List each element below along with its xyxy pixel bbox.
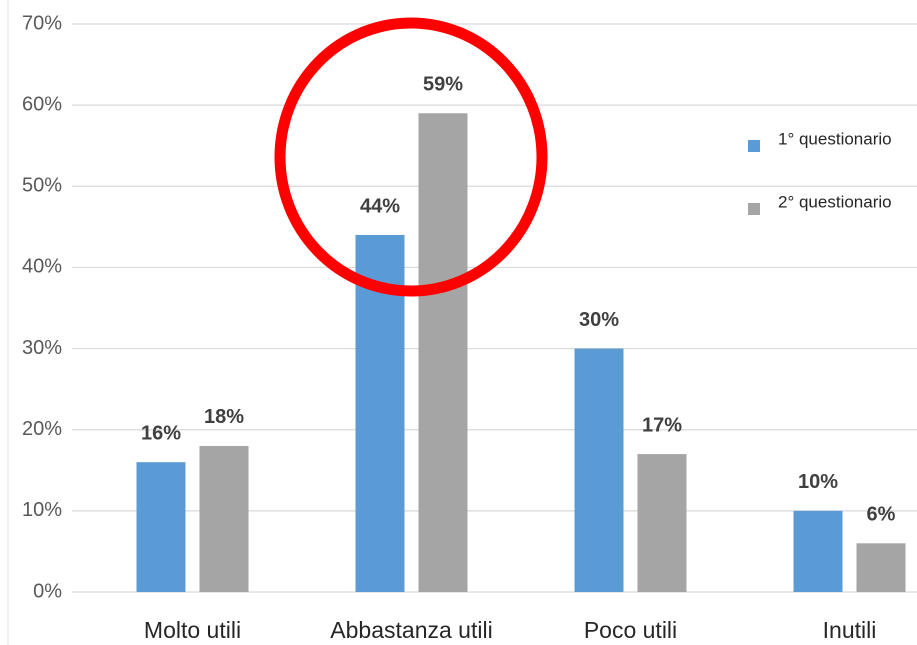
- x-tick-label: Molto utili: [144, 617, 241, 643]
- y-tick-label: 30%: [22, 337, 62, 359]
- x-tick-label: Inutili: [823, 617, 877, 643]
- legend-swatch: [748, 203, 760, 215]
- bar: [793, 510, 843, 592]
- data-label: 17%: [642, 414, 682, 436]
- x-tick-label: Abbastanza utili: [330, 617, 492, 643]
- bar: [637, 454, 687, 592]
- data-label: 16%: [141, 422, 181, 444]
- bar: [418, 113, 468, 592]
- legend-swatch: [748, 140, 760, 152]
- bar: [136, 462, 186, 592]
- bar: [856, 543, 906, 592]
- legend-label: 1° questionario: [778, 129, 892, 148]
- data-label: 10%: [798, 471, 838, 493]
- data-label: 6%: [867, 504, 896, 526]
- data-label: 30%: [579, 309, 619, 331]
- highlight-circle: [274, 17, 548, 297]
- y-tick-label: 10%: [22, 499, 62, 521]
- grid: 0% 10% 20% 30% 40% 50% 60% 70%: [22, 12, 917, 602]
- y-tick-label: 40%: [22, 256, 62, 278]
- y-tick-label: 50%: [22, 175, 62, 197]
- data-label: 59%: [423, 74, 463, 96]
- y-tick-label: 60%: [22, 93, 62, 115]
- marks: Molto utili 16% 18% Abbastanza utili 44% 59% P…: [136, 74, 906, 643]
- data-label: 44%: [360, 195, 400, 217]
- y-tick-label: 0%: [33, 580, 62, 602]
- y-tick-label: 70%: [22, 12, 62, 34]
- y-tick-label: 20%: [22, 418, 62, 440]
- bar: [199, 445, 249, 592]
- data-label: 18%: [204, 406, 244, 428]
- x-tick-label: Poco utili: [584, 617, 677, 643]
- bar: [574, 348, 624, 592]
- legend-label: 2° questionario: [778, 192, 892, 211]
